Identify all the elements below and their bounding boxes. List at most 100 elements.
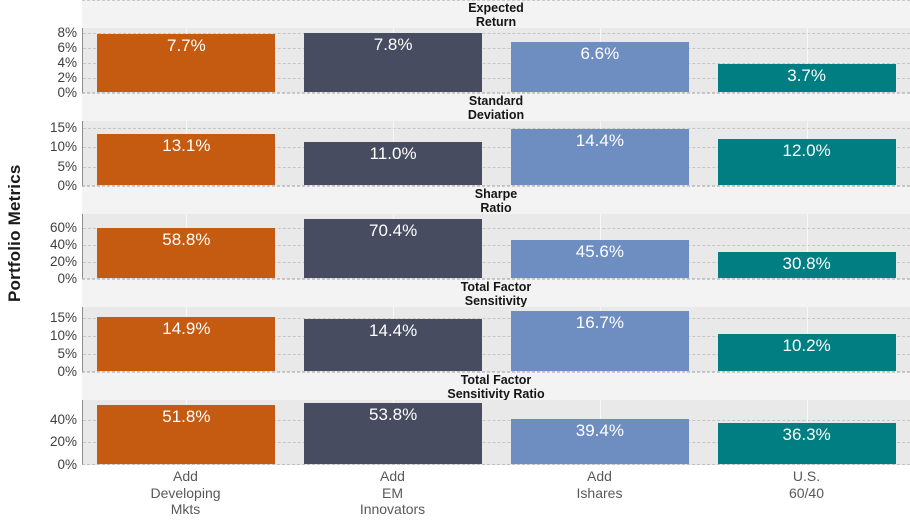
y-tick-label: 0% — [57, 85, 77, 100]
gridline — [83, 127, 910, 129]
y-tick-label: 20% — [49, 434, 77, 450]
bar-slot: 7.8% — [290, 28, 497, 92]
gridline — [83, 262, 910, 264]
panel-area: Total Factor Sensitivity 14.9% 14.4% 16.7% 1… — [82, 279, 910, 372]
y-tick-label: 40% — [49, 411, 77, 427]
y-tick-label: 40% — [49, 237, 77, 253]
gridline — [83, 228, 910, 230]
bar: 36.3% — [717, 422, 896, 464]
category-labels: Add Developing Mkts Add EM Innovators Add … — [82, 465, 910, 520]
bar-value-label: 70.4% — [369, 220, 418, 240]
bar-value-label: 14.9% — [162, 319, 211, 339]
y-tick-label: 15% — [49, 309, 77, 325]
y-tick-label: 5% — [57, 158, 77, 174]
bar: 45.6% — [510, 239, 689, 278]
panel-0: 0% 2% 4% 6% 8% Expected Return 7.7% 7.8% 6.6% 3.7… — [0, 0, 910, 100]
bar-slot: 16.7% — [497, 307, 704, 371]
gridline — [83, 166, 910, 168]
category-label: Add Ishares — [576, 468, 623, 501]
tick-gutter: 0% 20% 40% — [0, 372, 82, 471]
bar-value-label: 6.6% — [580, 44, 620, 64]
y-tick-label: 5% — [57, 345, 77, 361]
bar-value-label: 3.7% — [787, 66, 826, 86]
y-tick-label: 0% — [57, 457, 77, 472]
y-tick-label: 60% — [49, 220, 77, 236]
bar-value-label: 58.8% — [162, 230, 211, 250]
bar-slots: 7.7% 7.8% 6.6% 3.7% — [83, 28, 910, 92]
panel-title: Total Factor Sensitivity Ratio — [82, 372, 910, 400]
bar-value-label: 14.4% — [369, 321, 418, 340]
y-tick-label: 2% — [57, 69, 77, 85]
bar: 7.7% — [97, 33, 276, 92]
bar-slot: 58.8% — [83, 214, 290, 278]
bar-slot: 45.6% — [497, 214, 704, 278]
bar: 53.8% — [304, 403, 483, 464]
bar: 14.4% — [304, 319, 483, 371]
y-tick-label: 15% — [49, 119, 77, 135]
bar-slots: 13.1% 11.0% 14.4% 12.0% — [83, 121, 910, 185]
y-tick-label: 0% — [57, 271, 77, 286]
bar-slot: 14.4% — [497, 121, 704, 185]
bar-slots: 51.8% 53.8% 39.4% 36.3% — [83, 400, 910, 464]
tick-gutter: 0% 2% 4% 6% 8% — [0, 0, 82, 99]
bar-value-label: 53.8% — [369, 405, 418, 425]
gridline — [83, 442, 910, 444]
bar: 7.8% — [304, 33, 483, 92]
gridline — [83, 77, 910, 79]
bar-value-label: 45.6% — [575, 241, 624, 261]
panel-2: 0% 20% 40% 60% Sharpe Ratio 58.8% 70.4% 45.6% 30… — [0, 186, 910, 286]
bar-value-label: 12.0% — [782, 140, 831, 160]
panel-1: 0% 5% 10% 15% Standard Deviation 13.1% 11.0% 14… — [0, 93, 910, 193]
bar-slot: 12.0% — [703, 121, 910, 185]
bar-value-label: 13.1% — [162, 136, 211, 156]
gridline — [83, 335, 910, 337]
bar-slot: 7.7% — [83, 28, 290, 92]
category-label: Add Developing Mkts — [150, 468, 221, 517]
gridline — [83, 317, 910, 319]
bar-slot: 36.3% — [703, 400, 910, 464]
y-tick-label: 20% — [49, 254, 77, 270]
bar: 12.0% — [717, 138, 896, 185]
bar-value-label: 14.4% — [575, 131, 624, 151]
y-tick-label: 0% — [57, 364, 77, 379]
category-label: Add EM Innovators — [359, 468, 426, 517]
panel-title: Standard Deviation — [82, 93, 910, 121]
panel-area: Standard Deviation 13.1% 11.0% 14.4% 12.0% — [82, 93, 910, 186]
bar-slot: 30.8% — [703, 214, 910, 278]
panel-area: Sharpe Ratio 58.8% 70.4% 45.6% 30.8% — [82, 186, 910, 279]
gridline — [83, 47, 910, 49]
gridline — [83, 245, 910, 247]
bar-value-label: 30.8% — [782, 254, 831, 273]
plot-area: 58.8% 70.4% 45.6% 30.8% — [82, 214, 910, 279]
gridline — [83, 353, 910, 355]
bar-slot: 53.8% — [290, 400, 497, 464]
panel-4: 0% 20% 40% Total Factor Sensitivity Ratio 51… — [0, 372, 910, 472]
y-tick-label: 8% — [57, 24, 77, 40]
bar: 11.0% — [304, 142, 483, 185]
plot-area: 51.8% 53.8% 39.4% 36.3% — [82, 400, 910, 465]
y-tick-label: 10% — [49, 327, 77, 343]
y-tick-label: 10% — [49, 139, 77, 155]
bar: 58.8% — [97, 228, 276, 278]
panel-3: 0% 5% 10% 15% Total Factor Sensitivity 14.9% 1… — [0, 279, 910, 379]
bar-slot: 3.7% — [703, 28, 910, 92]
bar-value-label: 10.2% — [782, 336, 831, 356]
bar-slot: 39.4% — [497, 400, 704, 464]
bar-slot: 51.8% — [83, 400, 290, 464]
panel-title: Sharpe Ratio — [82, 186, 910, 214]
bar: 10.2% — [717, 334, 896, 371]
gridline — [83, 147, 910, 149]
bar-slot: 70.4% — [290, 214, 497, 278]
y-tick-label: 6% — [57, 39, 77, 55]
bar: 14.9% — [97, 317, 276, 371]
panel-area: Expected Return 7.7% 7.8% 6.6% 3.7% — [82, 0, 910, 93]
bar: 30.8% — [717, 252, 896, 278]
panel-area: Total Factor Sensitivity Ratio 51.8% 53.8%… — [82, 372, 910, 465]
bar-value-label: 36.3% — [782, 424, 831, 444]
bar: 51.8% — [97, 405, 276, 464]
bar-value-label: 39.4% — [575, 421, 624, 441]
bar: 70.4% — [304, 218, 483, 278]
bar-slot: 6.6% — [497, 28, 704, 92]
x-axis-labels: Add Developing Mkts Add EM Innovators Add … — [0, 465, 910, 520]
bar-slot: 10.2% — [703, 307, 910, 371]
